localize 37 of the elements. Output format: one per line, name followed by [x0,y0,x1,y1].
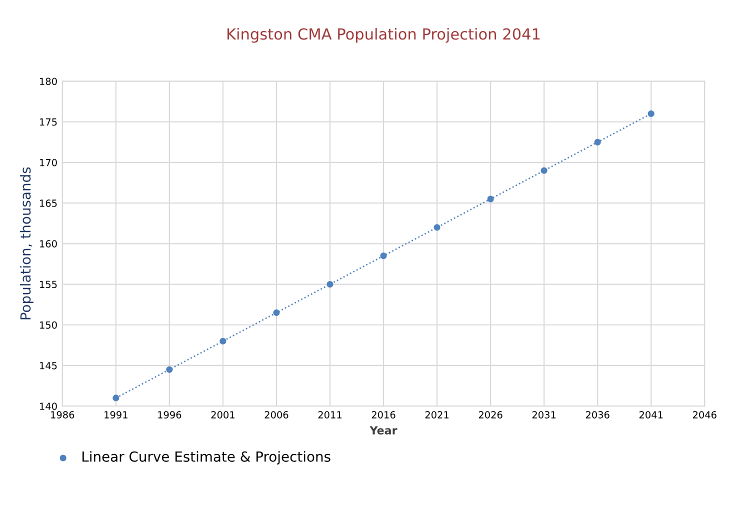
y-axis-title: Population, thousands [20,167,34,320]
point [434,224,440,231]
x-tick-label: 2011 [318,411,342,418]
point [112,394,120,402]
x-tick-label: 1991 [104,411,128,418]
point [380,252,387,260]
x-tick-label: 2046 [692,411,716,418]
point [326,280,334,288]
point [540,167,548,174]
y-tick-label: 170 [40,158,57,166]
y-tick-label: 145 [40,362,57,370]
point [220,338,226,344]
point [487,196,494,202]
point [594,138,601,146]
y-tick-label: 150 [40,321,57,329]
point [166,366,173,373]
x-tick-label: 1996 [158,411,182,418]
y-tick-label: 180 [40,78,57,86]
y-tick-label: 140 [40,402,57,410]
x-tick-label: 2016 [372,411,396,418]
x-tick-label: 1986 [51,411,74,418]
legend-label: Linear Curve Estimate & Projections [82,451,330,465]
y-tick-label: 160 [40,240,57,248]
y-tick-label: 165 [40,200,57,207]
chart-title: Kingston CMA Population Projection 2041 [228,28,540,43]
point [273,309,280,316]
x-tick-label: 2036 [586,411,610,418]
x-tick-label: 2041 [639,411,663,418]
x-tick-label: 2031 [532,411,556,418]
x-tick-label: 2021 [425,411,449,418]
x-tick-label: 2026 [478,411,502,418]
point [648,110,654,117]
x-tick-label: 2006 [264,411,288,418]
y-tick-label: 155 [40,280,57,288]
x-axis-title: Year [370,426,398,435]
y-tick-label: 175 [40,118,57,126]
x-tick-label: 2001 [211,411,234,418]
